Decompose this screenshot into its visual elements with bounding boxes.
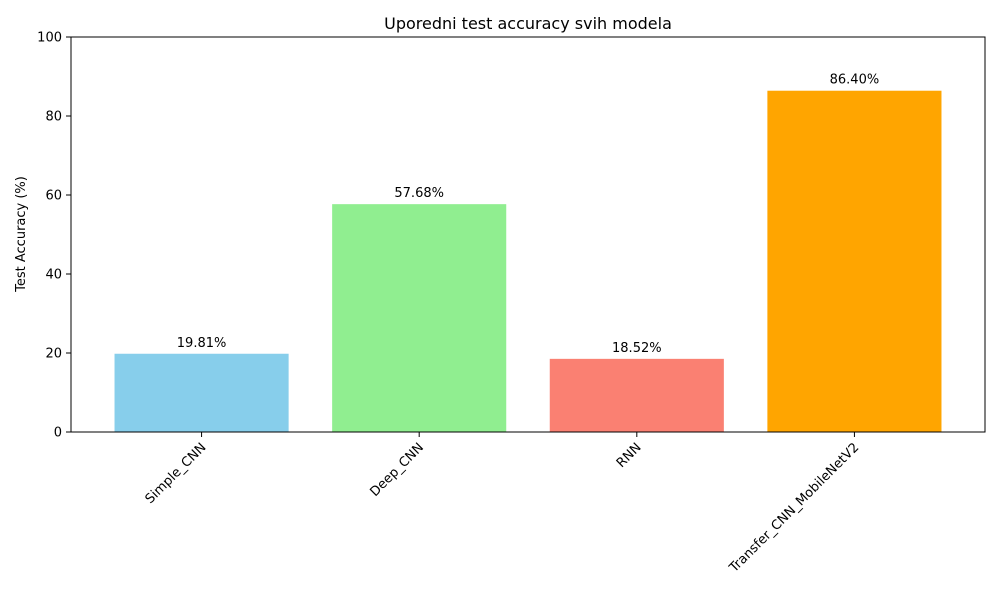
bar-value-label: 86.40% (830, 73, 880, 88)
data-labels-group: 19.81% 57.68% 18.52% 86.40% (177, 73, 879, 356)
x-tick-label: Deep_CNN (367, 440, 427, 500)
y-tick-label: 60 (45, 189, 62, 204)
bar-deep-cnn (332, 204, 507, 432)
y-tick-label: 80 (45, 110, 62, 125)
bar-transfer-cnn-mobilenetv2 (767, 90, 942, 432)
y-tick-label: 100 (37, 31, 62, 46)
x-tick-label: Simple_CNN (143, 440, 210, 507)
bar-value-label: 18.52% (612, 341, 662, 356)
plot-frame (70, 36, 986, 433)
y-axis-label: Test Accuracy (%) (14, 176, 29, 293)
chart-title: Uporedni test accuracy svih modela (384, 14, 672, 33)
y-tick-label: 0 (54, 426, 62, 441)
x-tick-label: RNN (614, 440, 645, 471)
bar-simple-cnn (114, 353, 289, 432)
y-tick-label: 40 (45, 268, 62, 283)
bar-value-label: 57.68% (394, 186, 444, 201)
y-tick-label: 20 (45, 347, 62, 362)
y-axis-ticks: 0 20 40 60 80 100 (37, 31, 71, 441)
bars-group (114, 90, 942, 432)
bar-rnn (549, 358, 724, 432)
bar-value-label: 19.81% (177, 336, 227, 351)
x-axis-ticks: Simple_CNN Deep_CNN RNN Transfer_CNN_Mobile… (143, 432, 862, 576)
x-tick-label: Transfer_CNN_MobileNetV2 (726, 440, 862, 576)
